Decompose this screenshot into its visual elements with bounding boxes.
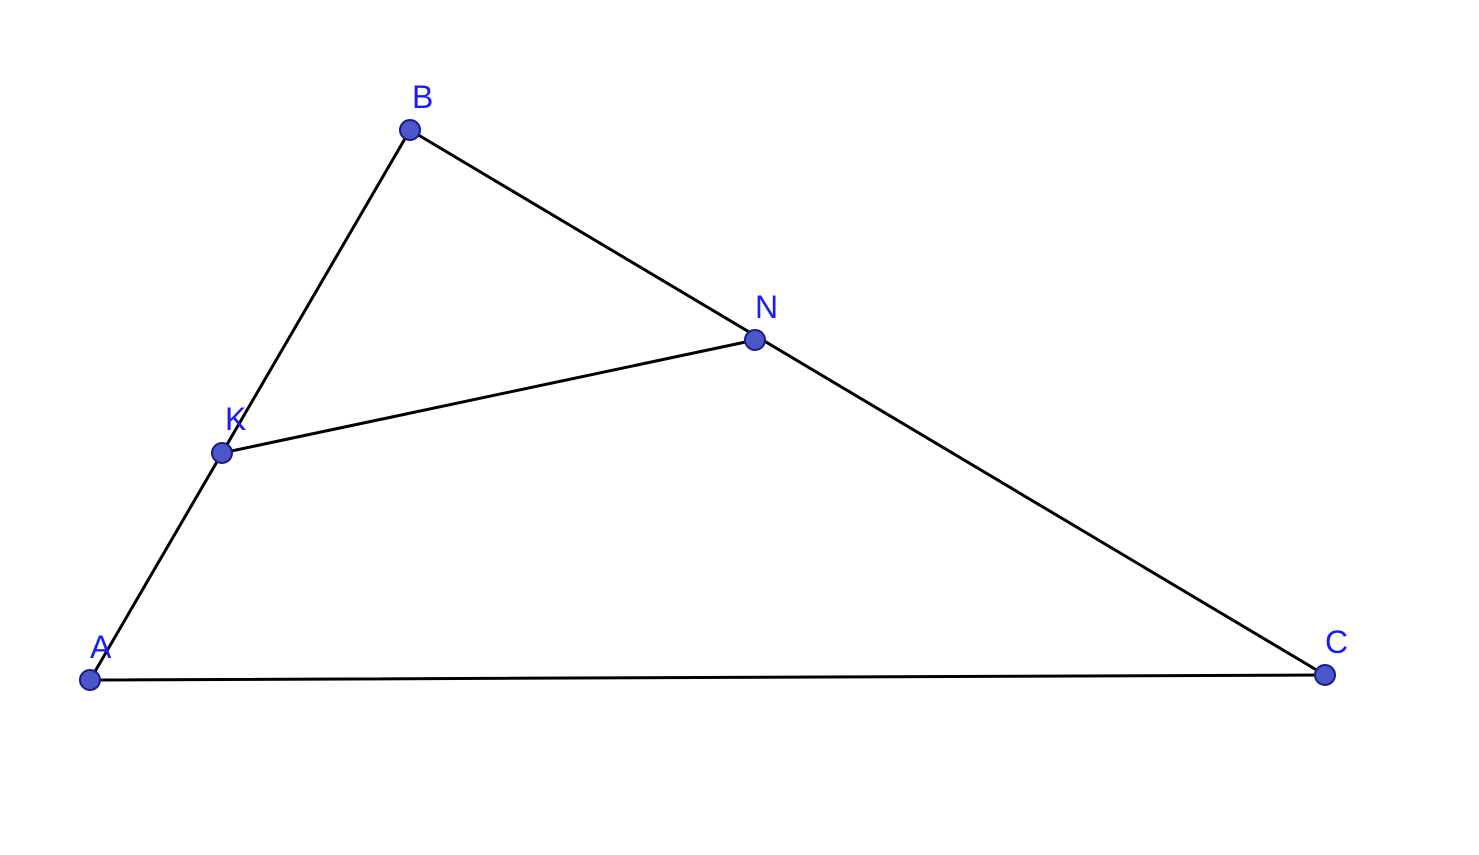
label-B: B [412, 79, 433, 115]
point-K [212, 443, 232, 463]
edge-B-C [410, 130, 1325, 675]
edges-group [90, 130, 1325, 680]
label-C: C [1325, 624, 1348, 660]
edge-C-A [90, 675, 1325, 680]
geometry-diagram: A B C K N [0, 0, 1479, 855]
points-group [80, 120, 1335, 690]
label-K: K [225, 401, 246, 437]
edge-K-N [222, 340, 755, 453]
label-A: A [90, 629, 112, 665]
edge-A-B [90, 130, 410, 680]
point-B [400, 120, 420, 140]
point-C [1315, 665, 1335, 685]
point-N [745, 330, 765, 350]
point-A [80, 670, 100, 690]
label-N: N [755, 289, 778, 325]
